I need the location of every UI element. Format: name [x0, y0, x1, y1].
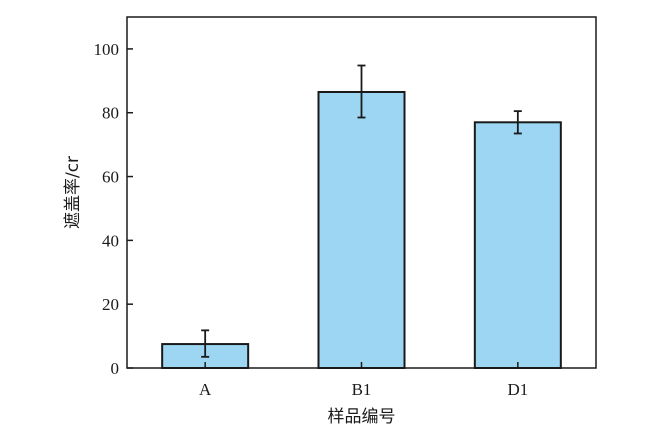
y-tick-label: 80 — [102, 104, 119, 123]
x-tick-label: A — [199, 380, 212, 399]
y-tick-label: 100 — [94, 40, 120, 59]
error-bars-group — [201, 64, 522, 358]
error-bar-D1 — [513, 110, 522, 135]
bar-B1 — [317, 90, 406, 370]
x-axis-ticks: A B1 D1 — [199, 362, 528, 399]
error-bar-A — [201, 329, 210, 358]
y-tick-label: 20 — [102, 295, 119, 314]
y-tick-label: 40 — [102, 231, 119, 250]
x-tick-label: B1 — [352, 380, 372, 399]
error-bar-B1 — [357, 64, 366, 119]
bar-D1 — [473, 121, 562, 369]
y-axis-title: 遮盖率/cr — [63, 156, 83, 229]
y-axis-ticks: 0 20 40 60 80 100 — [94, 40, 133, 378]
y-tick-label: 0 — [111, 359, 120, 378]
y-tick-label: 60 — [102, 168, 119, 187]
x-axis-title: 样品编号 — [328, 407, 396, 427]
x-tick-label: D1 — [507, 380, 528, 399]
bars-group — [161, 90, 562, 370]
